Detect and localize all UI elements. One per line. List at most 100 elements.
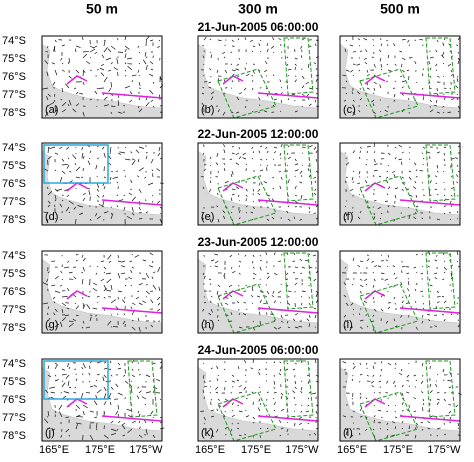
flow-vector [388, 165, 389, 166]
lon-label: 175°E [85, 444, 115, 456]
lon-label: 175°E [383, 444, 413, 456]
column-header: 500 m [380, 1, 420, 17]
flow-vector [203, 363, 204, 364]
flow-vector [260, 321, 261, 325]
panel-label: (f) [343, 211, 353, 223]
panel-label: (d) [45, 211, 58, 223]
flow-vector [47, 187, 48, 189]
panel-label: (i) [343, 319, 353, 331]
row-date: 24-Jun-2005 06:00:00 [198, 343, 319, 357]
map-panel: (h) [198, 251, 318, 333]
flow-vector [450, 219, 451, 220]
lat-label: 78°S [2, 107, 26, 119]
flow-vector [395, 405, 396, 406]
lat-label: 77°S [2, 196, 26, 208]
flow-vector [395, 81, 396, 82]
flow-vector [252, 303, 253, 304]
flow-vector [113, 326, 118, 327]
column-header: 300 m [238, 1, 278, 17]
row-date: 22-Jun-2005 12:00:00 [198, 127, 319, 141]
map-panel: (j) [42, 359, 164, 441]
panel-label: (l) [343, 427, 353, 439]
panel-label: (k) [201, 427, 214, 439]
flow-vector [204, 423, 205, 424]
map-panel: (a) [42, 36, 163, 118]
lat-label: 75°S [2, 376, 26, 388]
flow-vector [259, 105, 260, 106]
flow-vector [402, 297, 403, 298]
flow-vector [252, 75, 253, 76]
panel-label: (a) [45, 104, 58, 116]
flow-vector [217, 193, 218, 195]
lat-label: 77°S [2, 304, 26, 316]
lat-label: 74°S [2, 358, 26, 370]
flow-vector [253, 64, 255, 65]
lat-label: 76°S [2, 178, 26, 190]
flow-vector [380, 111, 381, 112]
flow-vector [345, 181, 346, 183]
lat-label: 78°S [2, 322, 26, 334]
flow-vector [366, 105, 367, 106]
flow-vector [359, 194, 360, 195]
flow-vector [266, 362, 267, 363]
lat-label: 78°S [2, 214, 26, 226]
lon-label: 175°E [241, 444, 271, 456]
row-date: 21-Jun-2005 06:00:00 [198, 20, 319, 34]
lat-label: 75°S [2, 268, 26, 280]
flow-vector [352, 393, 353, 397]
flow-vector [132, 254, 133, 255]
lon-label: 165°E [39, 444, 69, 456]
lon-label: 175°W [129, 444, 163, 456]
flow-vector [409, 152, 410, 153]
flow-vector [443, 76, 444, 77]
panel-label: (c) [343, 104, 356, 116]
lat-label: 76°S [2, 71, 26, 83]
lon-label: 175°W [427, 444, 461, 456]
flow-vector [253, 321, 254, 322]
map-panel: (l) [340, 359, 462, 441]
lat-label: 74°S [2, 250, 26, 262]
lat-label: 75°S [2, 160, 26, 172]
flow-vector [430, 291, 431, 292]
flow-vector [287, 165, 288, 166]
map-panel: (c) [340, 36, 460, 118]
lon-label: 165°E [337, 444, 367, 456]
flow-vector [152, 195, 153, 196]
lon-label: 175°W [285, 444, 319, 456]
flow-vector [239, 200, 240, 201]
flow-vector [225, 434, 226, 435]
lat-label: 75°S [2, 53, 26, 65]
flow-vector [402, 410, 404, 411]
flow-vector [457, 218, 458, 219]
flow-vector [152, 261, 153, 263]
flow-vector [302, 165, 303, 166]
flow-vector [366, 93, 367, 94]
map-panel: (d) [42, 143, 164, 225]
column-header: 50 m [86, 1, 118, 17]
panel-label: (j) [45, 427, 55, 439]
lat-label: 74°S [2, 142, 26, 154]
map-panel: (i) [340, 251, 460, 333]
lat-label: 77°S [2, 412, 26, 424]
map-panel: (e) [198, 143, 318, 225]
panel-label: (b) [201, 104, 214, 116]
lat-label: 78°S [2, 430, 26, 442]
lat-label: 77°S [2, 89, 26, 101]
flow-vector [437, 374, 438, 375]
map-panel: (g) [42, 251, 162, 333]
row-date: 23-Jun-2005 12:00:00 [198, 235, 319, 249]
flow-vector [443, 171, 444, 172]
lon-label: 165°E [195, 444, 225, 456]
flow-vector [366, 363, 367, 365]
lat-label: 76°S [2, 394, 26, 406]
flow-vector [225, 411, 226, 412]
panel-label: (e) [201, 211, 214, 223]
lat-label: 76°S [2, 286, 26, 298]
map-panel: (f) [340, 143, 461, 225]
map-panel: (k) [198, 359, 319, 441]
lat-label: 74°S [2, 35, 26, 47]
panel-label: (h) [201, 319, 214, 331]
panel-label: (g) [45, 319, 58, 331]
map-panel: (b) [198, 36, 319, 118]
